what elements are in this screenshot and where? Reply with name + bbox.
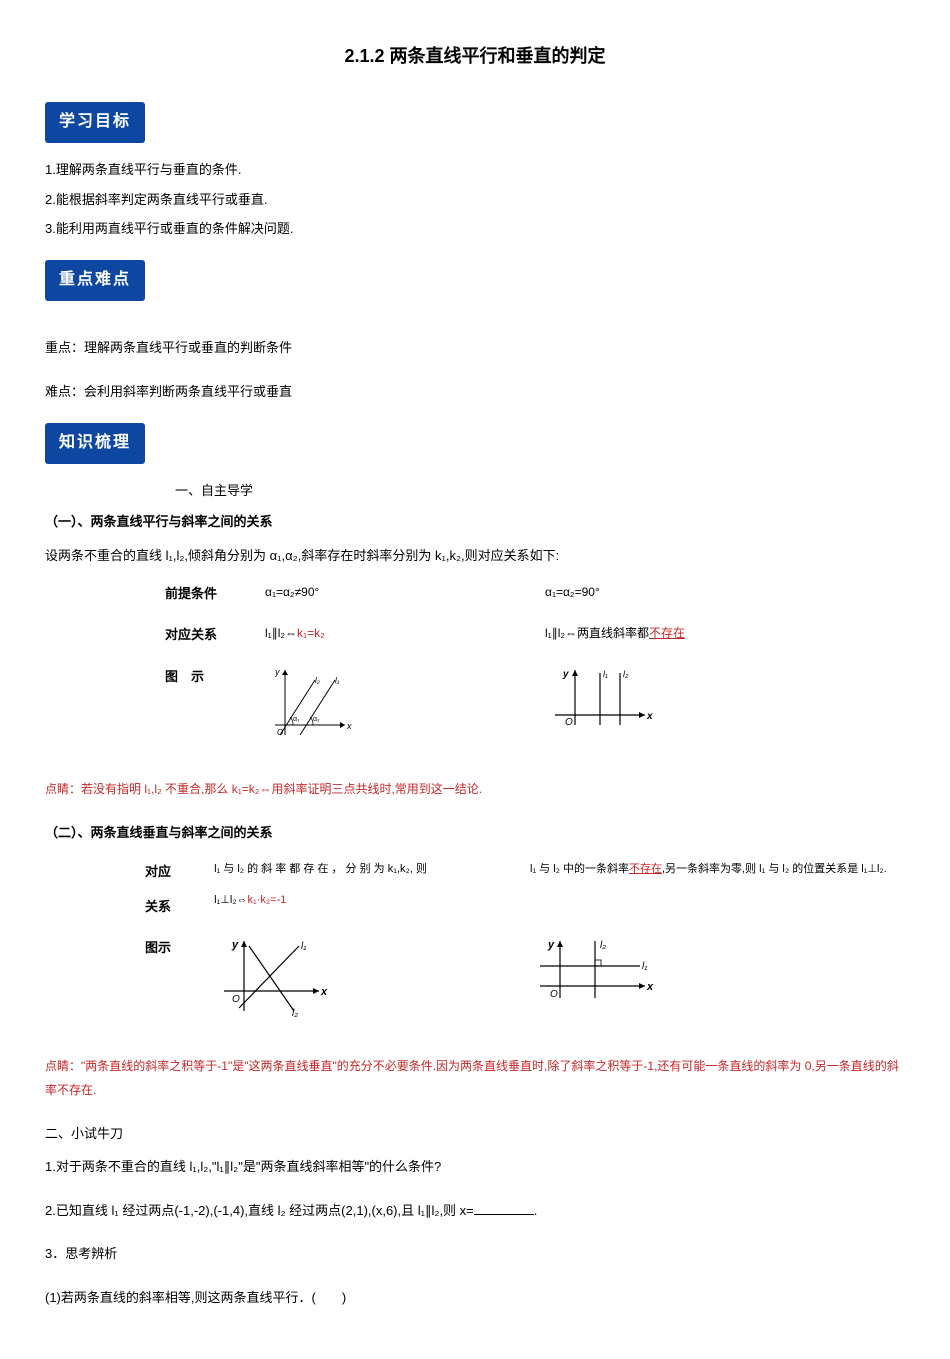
svg-text:x: x [646,981,654,993]
diansheng-label: 点睛： [45,1059,81,1073]
svg-text:α₂: α₂ [313,716,320,723]
table-row: 图示 x y l₁ l₂ O x y [145,936,905,1029]
table-cell: l₁∥l₂⇔两直线斜率都不存在 [545,623,845,645]
diagram-cell: x y l₂ l₁ α₁ α₂ O [265,665,545,753]
badge-knowledge: 知识梳理 [45,423,145,464]
svg-text:l₂: l₂ [623,669,629,679]
exercise-text: . [534,1203,538,1218]
svg-text:x: x [646,711,653,722]
goal-item-1: 1.理解两条直线平行与垂直的条件. [45,158,905,181]
svg-text:y: y [562,669,569,680]
exercise-title: 二、小试牛刀 [45,1122,905,1145]
table-cell: α₁=α₂=90° [545,582,845,604]
table-cell: l₁∥l₂⇔k₁=k₂ [265,623,545,645]
blank-fill [474,1214,534,1215]
svg-text:y: y [231,939,239,951]
svg-text:x: x [346,721,352,731]
table-perpendicular: 对应 关系 l₁ 与 l₂ 的 斜 率 都 存 在 ， 分 别 为 k₁,k₂,… [145,860,905,1029]
cell-text: l₁ 与 l₂ 中的一条斜率 [530,863,629,875]
document-title: 2.1.2 两条直线平行和垂直的判定 [45,40,905,72]
table-row: 前提条件 α₁=α₂≠90° α₁=α₂=90° [165,582,905,605]
svg-text:l₁: l₁ [301,941,306,952]
svg-text:l₁: l₁ [603,669,608,679]
cell-highlight: 不存在 [649,626,685,640]
diagram-perp-vertical: x y l₂ l₁ O [530,936,660,1006]
section1-intro: 设两条不重合的直线 l₁,l₂,倾斜角分别为 α₁,α₂,斜率存在时斜率分别为 … [45,544,905,567]
section2-title: （二）、两条直线垂直与斜率之间的关系 [45,821,905,844]
diagram-cell: x y l₁ l₂ O [545,665,845,743]
knowledge-subtitle: 一、自主导学 [175,479,905,502]
cell-line1: l₁ 与 l₂ 的 斜 率 都 存 在 ， 分 别 为 k₁,k₂, 则 [214,860,530,880]
goal-item-2: 2.能根据斜率判定两条直线平行或垂直. [45,188,905,211]
diagram-cell: x y l₁ l₂ O [214,936,530,1029]
section1-title: （一）、两条直线平行与斜率之间的关系 [45,510,905,533]
cell-highlight: k₁·k₂=-1 [248,894,287,906]
badge-keypoints: 重点难点 [45,260,145,301]
svg-text:l₂: l₂ [292,1008,298,1019]
svg-text:l₂: l₂ [600,940,606,951]
svg-text:y: y [274,667,280,677]
svg-text:α₁: α₁ [293,716,300,723]
table-row: 对应关系 l₁∥l₂⇔k₁=k₂ l₁∥l₂⇔两直线斜率都不存在 [165,623,905,646]
exercise-3-1: (1)若两条直线的斜率相等,则这两条直线平行．( ) [45,1286,905,1309]
cell-text: l₁⊥l₂⇔ [214,894,247,906]
svg-text:O: O [232,994,240,1005]
keypoint-difficult: 难点：会利用斜率判断两条直线平行或垂直 [45,380,905,403]
cell-text: l₁∥l₂⇔ [265,626,297,640]
table-label: 对应 关系 [145,860,214,919]
diagram-cell: x y l₂ l₁ O [530,936,905,1014]
exercise-2: 2.已知直线 l₁ 经过两点(-1,-2),(-1,4),直线 l₂ 经过两点(… [45,1199,905,1222]
diagram-perp-oblique: x y l₁ l₂ O [214,936,334,1021]
keypoint-key: 重点：理解两条直线平行或垂直的判断条件 [45,336,905,359]
exercise-1: 1.对于两条不重合的直线 l₁,l₂,"l₁∥l₂"是"两条直线斜率相等"的什么… [45,1155,905,1178]
table-label: 前提条件 [165,582,265,605]
svg-text:O: O [565,717,573,728]
diansheng-label: 点睛： [45,782,81,796]
svg-text:y: y [547,939,555,951]
svg-text:O: O [550,989,558,1000]
exercise-text: 2.已知直线 l₁ 经过两点(-1,-2),(-1,4),直线 l₂ 经过两点(… [45,1203,474,1218]
cell-highlight: k₁=k₂ [297,626,325,640]
table-row: 图 示 x y l₂ l₁ α₁ α₂ O [165,665,905,753]
svg-text:l₁: l₁ [335,676,340,685]
diagram-parallel-oblique: x y l₂ l₁ α₁ α₂ O [265,665,355,745]
svg-text:x: x [320,986,328,998]
cell-highlight: 不存在 [629,863,662,875]
table-label: 图示 [145,936,214,959]
label-part-b: 关系 [145,895,214,918]
cell-text: ,另一条斜率为零,则 l₁ 与 l₂ 的位置关系是 l₁⊥l₂. [662,863,887,875]
table-cell: l₁ 与 l₂ 的 斜 率 都 存 在 ， 分 别 为 k₁,k₂, 则 l₁⊥… [214,860,530,912]
diagram-parallel-vertical: x y l₁ l₂ O [545,665,655,735]
diansheng-text: "两条直线的斜率之积等于-1"是"这两条直线垂直"的充分不必要条件.因为两条直线… [45,1059,899,1097]
svg-text:l₁: l₁ [642,961,647,972]
diansheng-note-2: 点睛："两条直线的斜率之积等于-1"是"这两条直线垂直"的充分不必要条件.因为两… [45,1054,905,1102]
cell-text: l₁∥l₂⇔两直线斜率都 [545,626,649,640]
badge-goals: 学习目标 [45,102,145,143]
table-parallel: 前提条件 α₁=α₂≠90° α₁=α₂=90° 对应关系 l₁∥l₂⇔k₁=k… [165,582,905,752]
svg-text:l₂: l₂ [315,676,320,685]
goal-item-3: 3.能利用两直线平行或垂直的条件解决问题. [45,217,905,240]
diansheng-note-1: 点睛：若没有指明 l₁,l₂ 不重合,那么 k₁=k₂⇔用斜率证明三点共线时,常… [45,777,905,801]
table-label: 图 示 [165,665,265,688]
table-row: 对应 关系 l₁ 与 l₂ 的 斜 率 都 存 在 ， 分 别 为 k₁,k₂,… [145,860,905,919]
table-cell: α₁=α₂≠90° [265,582,545,604]
table-label: 对应关系 [165,623,265,646]
table-cell: l₁ 与 l₂ 中的一条斜率不存在,另一条斜率为零,则 l₁ 与 l₂ 的位置关… [530,860,905,880]
diansheng-text: 若没有指明 l₁,l₂ 不重合,那么 k₁=k₂⇔用斜率证明三点共线时,常用到这… [81,782,482,796]
svg-text:O: O [277,728,283,737]
exercise-3-title: 3．思考辨析 [45,1242,905,1265]
label-part-a: 对应 [145,860,214,883]
